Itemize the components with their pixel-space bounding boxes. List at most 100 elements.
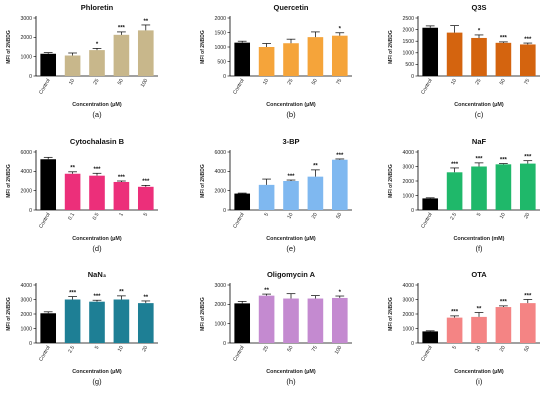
- chart-panel-7: NaN₃ 0 1000 2000 3000 4000 MFI of 2NBDG Control…: [6, 270, 158, 386]
- y-tick-label: 1000: [402, 51, 414, 57]
- bar: [283, 43, 299, 76]
- bar: [446, 172, 463, 210]
- panel-label: (h): [286, 377, 296, 386]
- bar: [446, 317, 463, 343]
- x-tick-label: 2.5: [67, 345, 76, 354]
- significance-label: *: [478, 29, 481, 35]
- significance-label: *: [339, 290, 342, 296]
- chart-panel-2: Quercetin 0 500 1000 1500 2000 MFI of 2NBDG Con…: [200, 3, 352, 119]
- y-tick-label: 2000: [20, 35, 32, 41]
- y-tick-label: 0: [411, 341, 414, 347]
- x-tick-label: 50: [117, 78, 125, 86]
- y-axis-label: MFI of 2NBDG: [6, 164, 12, 198]
- bar: [113, 299, 130, 343]
- y-axis-label: MFI of 2NBDG: [200, 297, 206, 331]
- panel-title: Cytochalasin B: [70, 137, 125, 146]
- x-tick-label: 50: [335, 212, 343, 220]
- bar: [40, 159, 57, 210]
- bar: [64, 55, 81, 76]
- y-tick-label: 2000: [214, 16, 226, 22]
- x-tick-label: Control: [38, 345, 52, 362]
- y-axis-label: MFI of 2NBDG: [388, 164, 394, 198]
- significance-label: ***: [524, 37, 532, 43]
- x-tick-label: 1: [118, 212, 125, 218]
- significance-label: **: [143, 295, 148, 301]
- panel-label: (a): [92, 110, 102, 119]
- bar: [234, 303, 251, 343]
- x-tick-label: 5: [451, 345, 458, 351]
- bar: [307, 298, 324, 343]
- y-tick-label: 6000: [20, 150, 32, 156]
- x-tick-label: Control: [420, 212, 434, 229]
- y-tick-label: 4000: [20, 169, 32, 175]
- panel-label: (c): [475, 110, 484, 119]
- significance-label: ***: [451, 162, 459, 168]
- x-axis-label: Concentration (μM): [72, 236, 122, 242]
- y-tick-label: 0: [223, 74, 226, 80]
- bar: [495, 307, 512, 343]
- x-tick-label: 10: [117, 345, 125, 353]
- significance-label: ***: [524, 293, 532, 299]
- panel-label: (e): [286, 244, 296, 253]
- y-tick-label: 4000: [402, 283, 414, 289]
- panel-title: NaN₃: [88, 270, 107, 279]
- panel-title: 3-BP: [282, 137, 299, 146]
- y-tick-label: 1500: [214, 30, 226, 36]
- significance-label: **: [264, 288, 269, 294]
- panel-label: (g): [92, 377, 102, 386]
- bar: [258, 184, 275, 210]
- bar: [471, 316, 487, 343]
- y-tick-label: 3000: [214, 283, 226, 289]
- x-tick-label: 50: [523, 345, 531, 353]
- x-tick-label: Control: [420, 78, 434, 95]
- significance-label: *: [339, 27, 342, 33]
- bar: [89, 50, 105, 76]
- panel-title: Quercetin: [273, 3, 308, 12]
- chart-panel-9: OTA 0 1000 2000 3000 4000 MFI of 2NBDG Control *…: [388, 270, 540, 386]
- significance-label: ***: [93, 294, 101, 300]
- x-tick-label: 5: [143, 212, 150, 218]
- x-tick-label: 10: [450, 78, 458, 86]
- bar: [495, 164, 512, 210]
- y-tick-label: 1000: [402, 193, 414, 199]
- panel-label: (d): [92, 244, 102, 253]
- x-tick-label: 50: [499, 78, 507, 86]
- x-tick-label: 5: [94, 345, 101, 351]
- chart-panel-8: Oligomycin A 0 1000 2000 3000 MFI of 2NBDG Con…: [200, 270, 352, 386]
- x-tick-label: 20: [141, 345, 149, 353]
- y-tick-label: 1000: [20, 54, 32, 60]
- x-tick-label: 10: [262, 78, 270, 86]
- x-tick-label: 75: [335, 78, 343, 86]
- bar: [89, 301, 105, 343]
- significance-label: ***: [500, 157, 508, 163]
- panel-title: NaF: [472, 137, 487, 146]
- x-axis-label: Concentration (μM): [266, 369, 316, 375]
- panel-title: Oligomycin A: [267, 270, 316, 279]
- significance-label: **: [119, 290, 124, 296]
- y-tick-label: 0: [411, 74, 414, 80]
- x-tick-label: Control: [232, 78, 246, 95]
- bar: [64, 299, 81, 343]
- bar: [519, 163, 536, 210]
- x-tick-label: Control: [38, 212, 52, 229]
- x-axis-label: Concentration (μM): [454, 102, 504, 108]
- y-tick-label: 2000: [20, 188, 32, 194]
- bar: [89, 175, 105, 210]
- x-tick-label: 20: [499, 345, 507, 353]
- significance-label: **: [70, 166, 75, 172]
- significance-label: ***: [93, 167, 101, 173]
- y-axis-label: MFI of 2NBDG: [6, 30, 12, 64]
- bar: [422, 198, 439, 210]
- x-tick-label: 0.1: [67, 212, 76, 221]
- y-axis-label: MFI of 2NBDG: [200, 164, 206, 198]
- panel-label: (f): [475, 244, 483, 253]
- x-axis-label: Concentration (μM): [266, 102, 316, 108]
- panel-label: (i): [476, 377, 483, 386]
- bar: [283, 181, 299, 210]
- y-tick-label: 2000: [402, 27, 414, 33]
- significance-label: ***: [287, 174, 295, 180]
- x-tick-label: 5: [476, 212, 483, 218]
- x-tick-label: 5: [263, 212, 270, 218]
- panel-title: OTA: [471, 270, 487, 279]
